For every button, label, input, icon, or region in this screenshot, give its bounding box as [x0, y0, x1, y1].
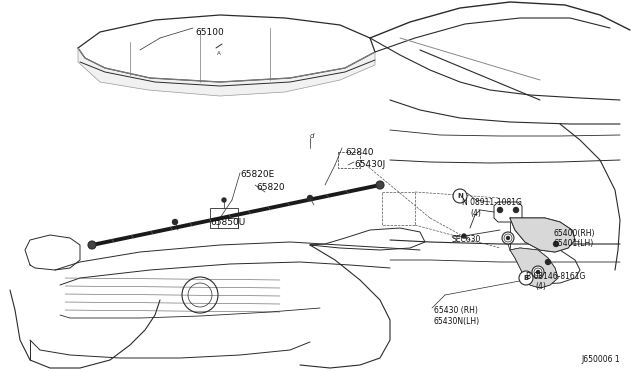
- Circle shape: [554, 241, 559, 247]
- Text: (4): (4): [470, 209, 481, 218]
- Polygon shape: [510, 248, 558, 288]
- Circle shape: [497, 208, 502, 212]
- Text: J650006 1: J650006 1: [581, 355, 620, 364]
- Text: B: B: [524, 275, 529, 281]
- Text: A: A: [217, 51, 221, 56]
- Text: 65400(RH): 65400(RH): [554, 229, 595, 238]
- Text: 65820E: 65820E: [240, 170, 275, 179]
- Text: 65401(LH): 65401(LH): [554, 239, 595, 248]
- Text: 65820: 65820: [256, 183, 285, 192]
- Circle shape: [502, 232, 514, 244]
- Polygon shape: [510, 218, 575, 252]
- Circle shape: [513, 208, 518, 212]
- Text: N: N: [457, 193, 463, 199]
- Text: d: d: [310, 133, 314, 139]
- Text: 65430J: 65430J: [354, 160, 385, 169]
- Circle shape: [519, 271, 533, 285]
- Text: 62840: 62840: [345, 148, 374, 157]
- Circle shape: [307, 196, 312, 201]
- Bar: [338, 152, 360, 168]
- Text: 65430N(LH): 65430N(LH): [434, 317, 480, 326]
- Bar: [210, 208, 238, 228]
- Text: B 08146-8161G: B 08146-8161G: [526, 272, 586, 281]
- Circle shape: [536, 270, 540, 273]
- Circle shape: [506, 237, 509, 240]
- Circle shape: [453, 189, 467, 203]
- Text: 65100: 65100: [195, 28, 224, 37]
- Circle shape: [376, 181, 384, 189]
- Text: N 08911-1081G: N 08911-1081G: [462, 198, 522, 207]
- Circle shape: [545, 260, 550, 264]
- Text: (4): (4): [535, 282, 546, 291]
- Text: SEC630: SEC630: [452, 235, 481, 244]
- Circle shape: [462, 234, 466, 238]
- Circle shape: [222, 198, 226, 202]
- Circle shape: [532, 266, 544, 278]
- Text: 65850U: 65850U: [211, 218, 246, 227]
- Circle shape: [88, 241, 96, 249]
- Circle shape: [173, 219, 177, 224]
- Polygon shape: [78, 48, 375, 96]
- Text: 65430 (RH): 65430 (RH): [434, 306, 478, 315]
